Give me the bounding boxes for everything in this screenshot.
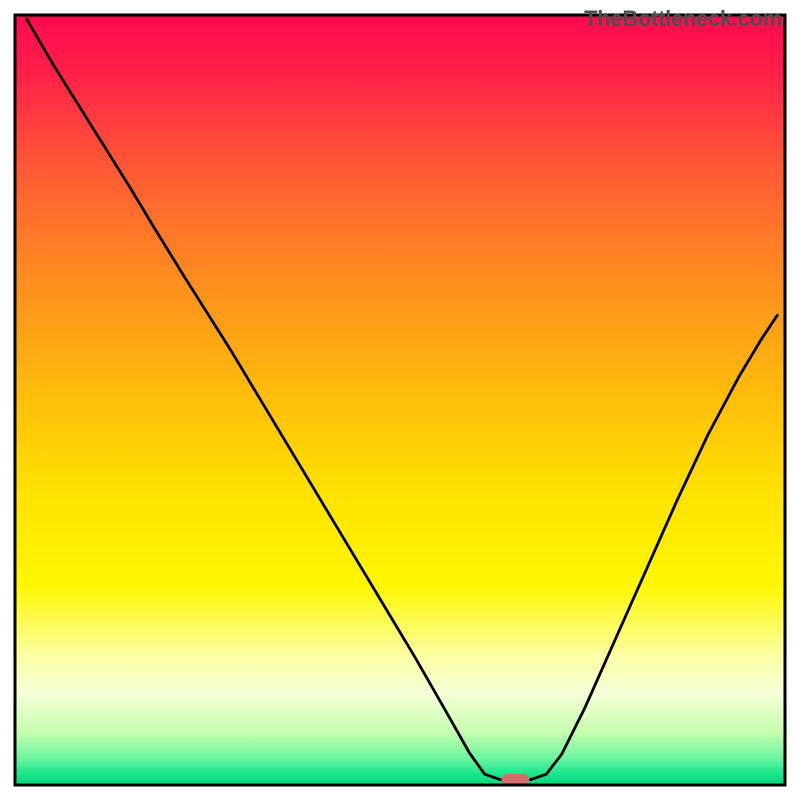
- chart-background: [15, 15, 785, 785]
- watermark-text: TheBottleneck.com: [584, 6, 782, 32]
- chart-container: { "watermark": { "text": "TheBottleneck.…: [0, 0, 800, 800]
- bottleneck-chart: [0, 0, 800, 800]
- optimal-marker: [502, 774, 530, 785]
